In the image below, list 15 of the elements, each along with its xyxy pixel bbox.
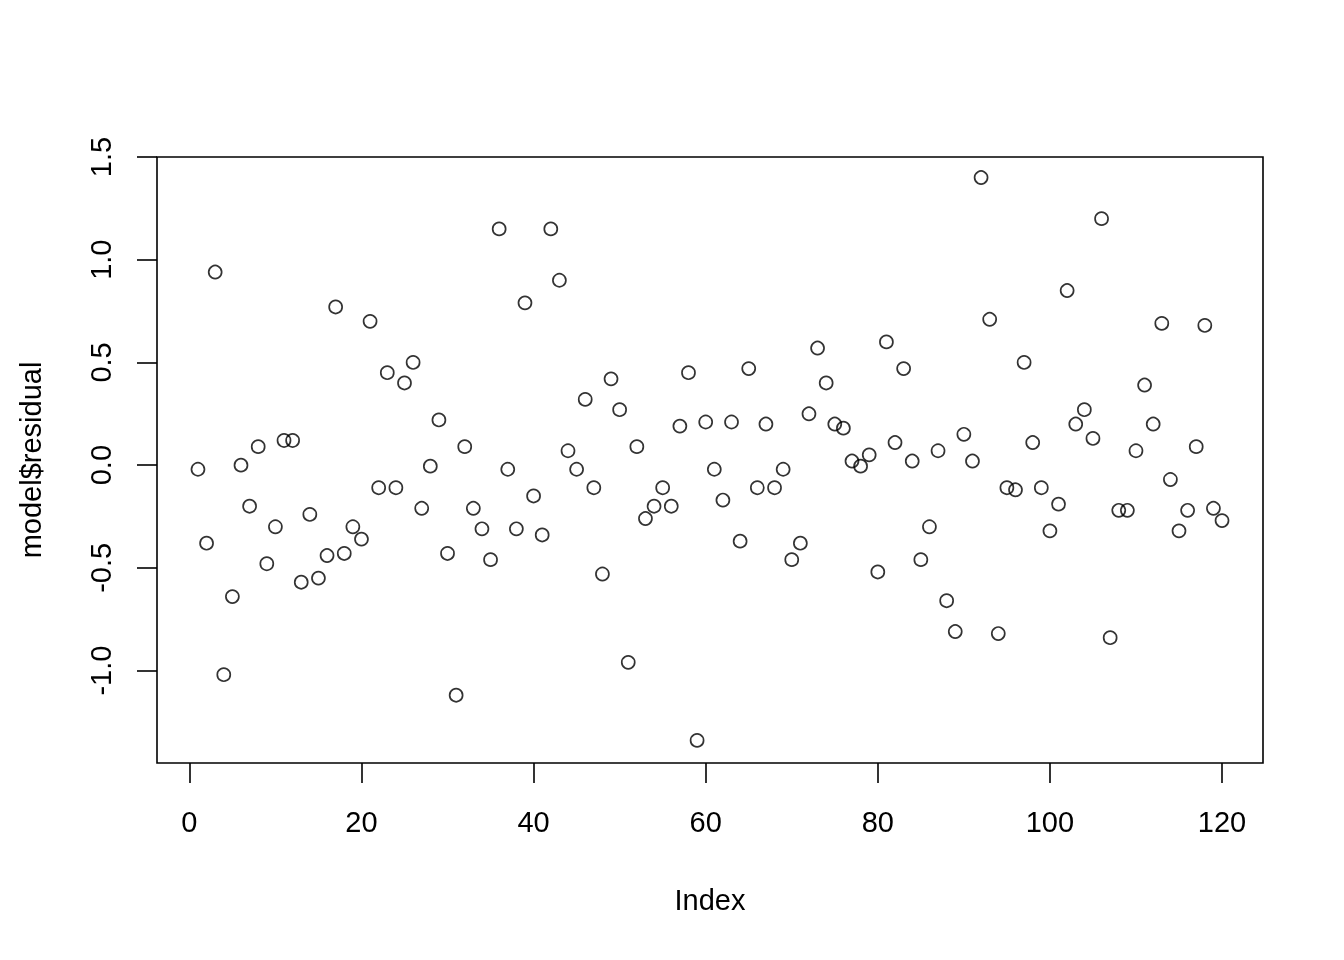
- x-axis-title: Index: [674, 883, 746, 916]
- y-tick-label: -1.0: [84, 645, 117, 696]
- x-tick-label: 20: [345, 805, 378, 838]
- x-tick-label: 100: [1025, 805, 1075, 838]
- y-tick-label: 0.0: [84, 444, 117, 486]
- y-tick-label: 0.5: [84, 342, 117, 383]
- y-tick-label: 1.5: [84, 136, 117, 178]
- x-tick-label: 0: [181, 805, 198, 838]
- x-tick-label: 40: [517, 805, 550, 838]
- x-tick-label: 60: [689, 805, 722, 838]
- y-tick-label: -0.5: [84, 542, 117, 593]
- x-tick-label: 80: [861, 805, 894, 838]
- x-tick-label: 120: [1197, 805, 1247, 838]
- y-tick-label: 1.0: [84, 239, 117, 280]
- y-axis-title: model$residual: [14, 361, 47, 559]
